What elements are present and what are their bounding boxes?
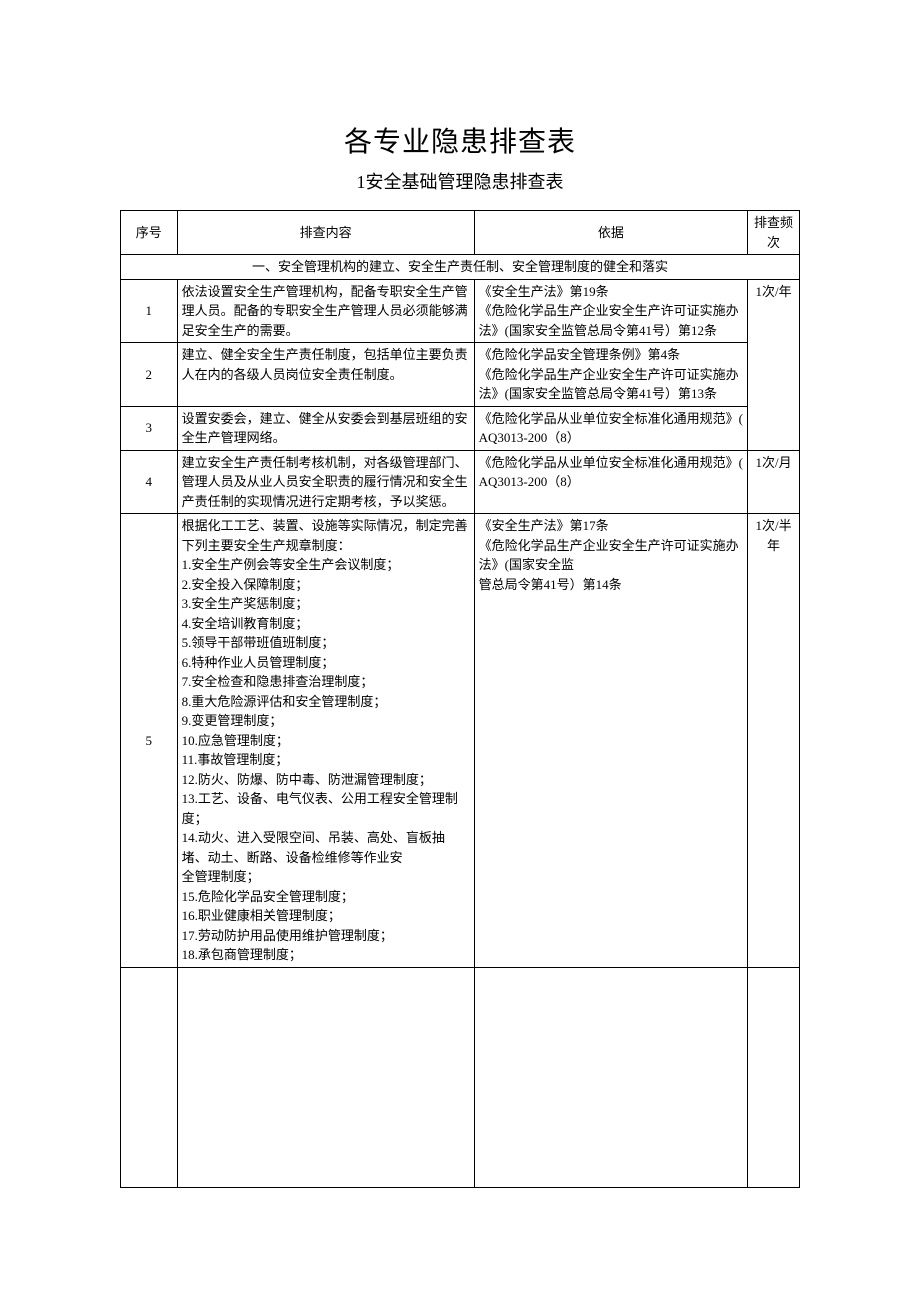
table-row: 4 建立安全生产责任制考核机制，对各级管理部门、管理人员及从业人员安全职责的履行… [121, 450, 800, 514]
page-subtitle: 1安全基础管理隐患排查表 [120, 168, 800, 194]
cell-seq: 2 [121, 343, 178, 407]
spacer-cell [748, 967, 800, 1187]
col-header-basis: 依据 [474, 211, 747, 255]
page-title: 各专业隐患排查表 [120, 120, 800, 160]
cell-freq: 1次/月 [748, 450, 800, 514]
cell-seq: 5 [121, 514, 178, 968]
document-page: 各专业隐患排查表 1安全基础管理隐患排查表 序号 排查内容 依据 排查频次 一、… [0, 0, 920, 1248]
table-row: 5 根据化工工艺、装置、设施等实际情况，制定完善下列主要安全生产规章制度： 1.… [121, 514, 800, 968]
section-header-cell: 一、安全管理机构的建立、安全生产责任制、安全管理制度的健全和落实 [121, 255, 800, 280]
table-row: 3 设置安委会，建立、健全从安委会到基层班组的安全生产管理网络。 《危险化学品从… [121, 406, 800, 450]
cell-content: 建立安全生产责任制考核机制，对各级管理部门、管理人员及从业人员安全职责的履行情况… [177, 450, 474, 514]
spacer-cell [474, 967, 747, 1187]
inspection-table: 序号 排查内容 依据 排查频次 一、安全管理机构的建立、安全生产责任制、安全管理… [120, 210, 800, 1188]
cell-content: 建立、健全安全生产责任制度，包括单位主要负责人在内的各级人员岗位安全责任制度。 [177, 343, 474, 407]
spacer-cell [121, 967, 178, 1187]
cell-basis: 《危险化学品从业单位安全标准化通用规范》( AQ3013-200（8） [474, 406, 747, 450]
table-header-row: 序号 排查内容 依据 排查频次 [121, 211, 800, 255]
cell-seq: 3 [121, 406, 178, 450]
col-header-content: 排查内容 [177, 211, 474, 255]
cell-seq: 1 [121, 279, 178, 343]
col-header-seq: 序号 [121, 211, 178, 255]
cell-content: 根据化工工艺、装置、设施等实际情况，制定完善下列主要安全生产规章制度： 1.安全… [177, 514, 474, 968]
cell-freq: 1次/年 [748, 279, 800, 450]
cell-basis: 《危险化学品安全管理条例》第4条 《危险化学品生产企业安全生产许可证实施办法》(… [474, 343, 747, 407]
cell-content: 依法设置安全生产管理机构，配备专职安全生产管理人员。配备的专职安全生产管理人员必… [177, 279, 474, 343]
spacer-cell [177, 967, 474, 1187]
section-header-row: 一、安全管理机构的建立、安全生产责任制、安全管理制度的健全和落实 [121, 255, 800, 280]
col-header-freq: 排查频次 [748, 211, 800, 255]
cell-basis: 《安全生产法》第19条 《危险化学品生产企业安全生产许可证实施办法》(国家安全监… [474, 279, 747, 343]
cell-basis: 《危险化学品从业单位安全标准化通用规范》( AQ3013-200（8） [474, 450, 747, 514]
table-row: 1 依法设置安全生产管理机构，配备专职安全生产管理人员。配备的专职安全生产管理人… [121, 279, 800, 343]
cell-basis: 《安全生产法》第17条 《危险化学品生产企业安全生产许可证实施办法》(国家安全监… [474, 514, 747, 968]
table-spacer-row [121, 967, 800, 1187]
cell-freq: 1次/半年 [748, 514, 800, 968]
cell-content: 设置安委会，建立、健全从安委会到基层班组的安全生产管理网络。 [177, 406, 474, 450]
table-row: 2 建立、健全安全生产责任制度，包括单位主要负责人在内的各级人员岗位安全责任制度… [121, 343, 800, 407]
cell-seq: 4 [121, 450, 178, 514]
